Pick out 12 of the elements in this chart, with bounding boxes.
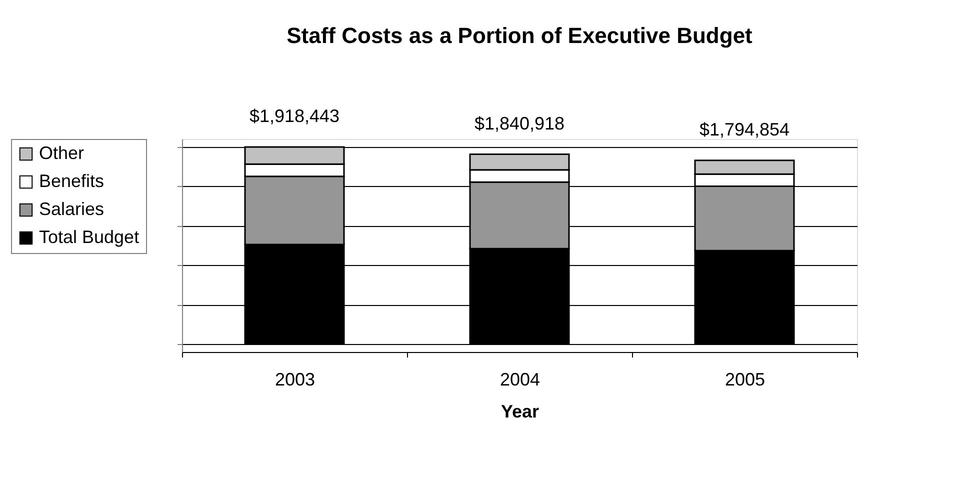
legend-label: Other — [39, 143, 84, 163]
x-axis-title: Year — [500, 402, 540, 422]
x-tick-label: 2005 — [724, 370, 766, 390]
legend-label: Benefits — [39, 171, 104, 191]
annotation: $1,840,918 — [474, 113, 565, 134]
legend-label: Salaries — [39, 199, 104, 219]
annotation: $1,794,854 — [699, 119, 790, 140]
legend-label: Total Budget — [39, 227, 140, 247]
annotation: $1,918,443 — [249, 106, 340, 126]
x-tick-label: 2003 — [274, 370, 316, 390]
chart-title: Staff Costs as a Portion of Executive Budget — [286, 23, 754, 48]
x-tick-label: 2004 — [500, 370, 540, 390]
